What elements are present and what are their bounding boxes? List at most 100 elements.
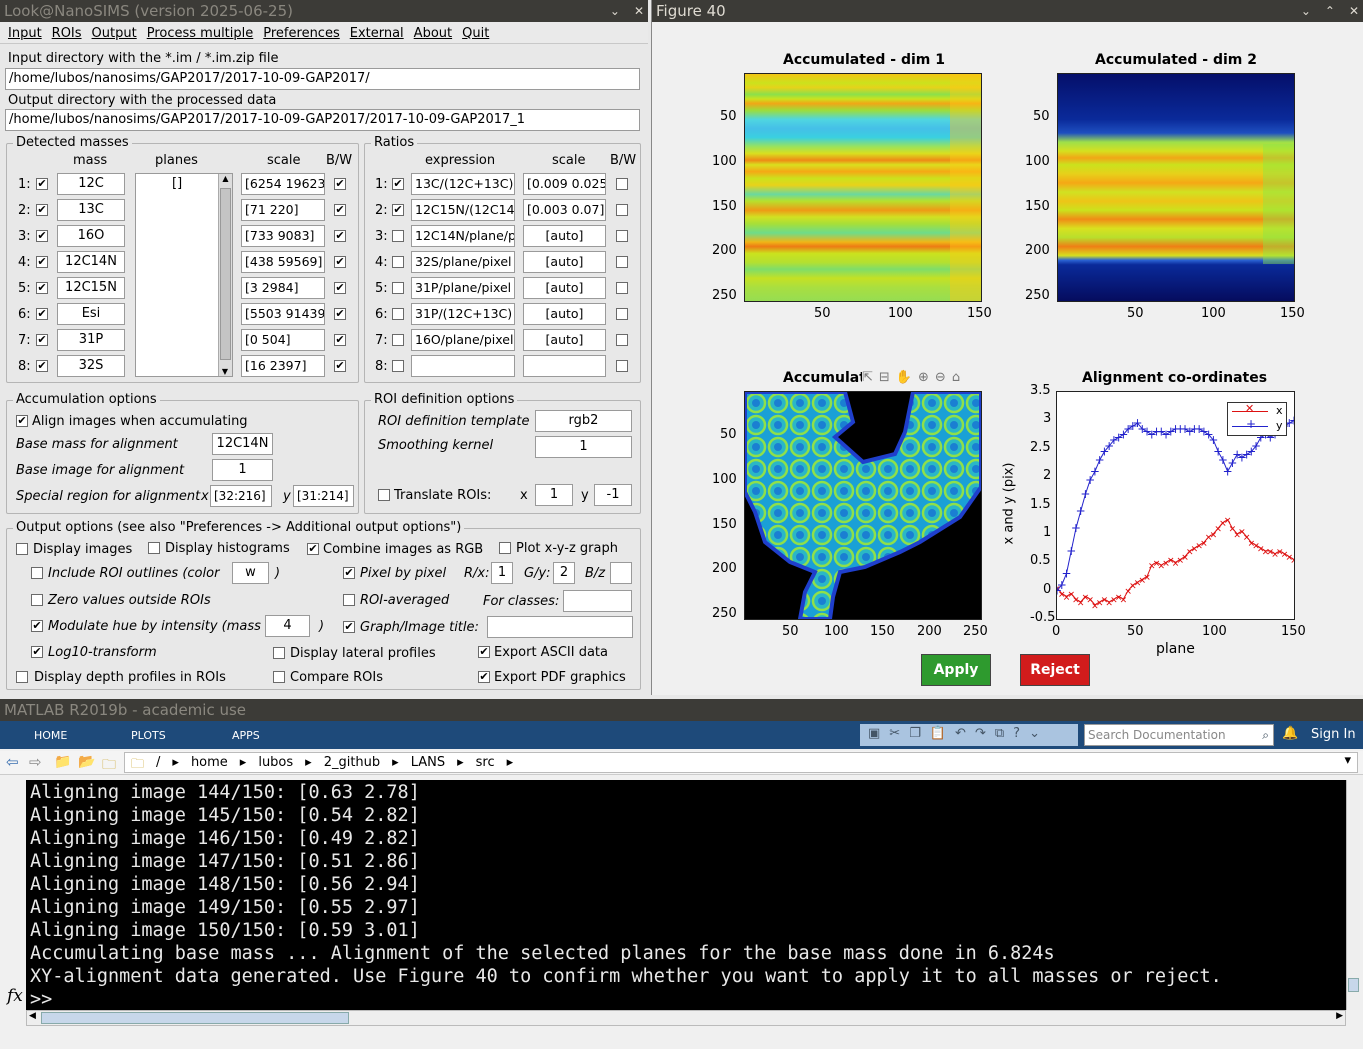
graph-title-field[interactable]	[487, 616, 633, 638]
lans-titlebar[interactable]: Look@NanoSIMS (version 2025-06-25) ⌄ ✕	[0, 0, 648, 22]
ratio-expression-field[interactable]: 31P/plane/pixel	[411, 277, 515, 299]
base-image-field[interactable]: 1	[212, 459, 273, 481]
redo-icon[interactable]: ↷	[974, 726, 986, 741]
help-icon[interactable]: ?	[1013, 726, 1021, 741]
rx-field[interactable]: 1	[491, 562, 513, 584]
mass-bw-checkbox[interactable]: ✔	[334, 177, 346, 190]
input-dir-field[interactable]: /home/lubos/nanosims/GAP2017/2017-10-09-…	[5, 68, 640, 90]
mass-bw-checkbox[interactable]: ✔	[334, 333, 346, 346]
display-histograms-checkbox[interactable]	[148, 542, 160, 554]
mass-field[interactable]: 13C	[57, 199, 125, 221]
mass-enable-checkbox[interactable]: ✔	[36, 255, 48, 268]
matlab-titlebar[interactable]: MATLAB R2019b - academic use	[0, 699, 1363, 721]
ratio-bw-checkbox[interactable]	[616, 282, 628, 294]
path-lubos[interactable]: lubos	[258, 755, 294, 770]
minimize-icon[interactable]: ⌄	[1300, 4, 1311, 18]
mass-field[interactable]: 16O	[57, 225, 125, 247]
ratio-expression-field[interactable]: 16O/plane/pixel	[411, 329, 515, 351]
include-roi-checkbox[interactable]	[31, 567, 43, 579]
paste-icon[interactable]: 📋	[929, 726, 947, 741]
special-x-field[interactable]: [32:216]	[210, 485, 272, 507]
special-y-field[interactable]: [31:214]	[293, 485, 354, 507]
hscroll-right-icon[interactable]: ▶	[1336, 1011, 1343, 1021]
ratio-expression-field[interactable]: 31P/(12C+13C)	[411, 303, 515, 325]
ratio-scale-field[interactable]: [auto]	[523, 225, 606, 247]
mass-scale-field[interactable]: [71 220]	[241, 199, 325, 221]
path-github[interactable]: 2_github	[323, 755, 381, 770]
home-icon[interactable]: ⌂	[951, 370, 961, 385]
combine-rgb-checkbox[interactable]: ✔	[307, 542, 319, 555]
dropdown-icon[interactable]: ⌄	[1029, 726, 1040, 741]
align-images-checkbox[interactable]: ✔	[16, 414, 28, 427]
translate-y-field[interactable]: -1	[594, 484, 632, 506]
console-hscroll[interactable]: ◀ ▶	[26, 1010, 1346, 1026]
pixel-by-pixel-checkbox[interactable]: ✔	[343, 566, 355, 579]
mass-enable-checkbox[interactable]: ✔	[36, 203, 48, 216]
ratio-scale-field[interactable]: [auto]	[523, 329, 606, 351]
cut-icon[interactable]: ✂	[889, 726, 901, 741]
console-hscroll-thumb[interactable]	[41, 1012, 349, 1024]
menu-input[interactable]: Input	[8, 26, 42, 41]
copy-icon[interactable]: ❐	[909, 726, 921, 741]
menu-external[interactable]: External	[349, 26, 404, 41]
mass-bw-checkbox[interactable]: ✔	[334, 281, 346, 294]
tab-home[interactable]: HOME	[34, 729, 68, 742]
path-dropdown-icon[interactable]: ▾	[1344, 753, 1351, 768]
mass-bw-checkbox[interactable]: ✔	[334, 255, 346, 268]
chart-axes[interactable]: ✕ ✕ ✕ ✕ ✕ ✕ ✕ ✕ ✕ ✕ ✕ ✕ ✕ ✕ ✕ ✕ ✕ ✕ ✕ ✕ ✕ ✕ ✕ ✕ ✕ ✕ ✕ ✕ ✕ ✕ ✕ ✕ ✕ ✕ ✕ ✕ ✕ ✕ ✕ ✕…	[1052, 391, 1299, 620]
path-src[interactable]: src	[475, 755, 495, 770]
tab-plots[interactable]: PLOTS	[131, 729, 166, 742]
base-mass-field[interactable]: 12C14N	[212, 433, 273, 455]
scroll-thumb[interactable]	[220, 188, 231, 360]
menu-rois[interactable]: ROIs	[51, 26, 82, 41]
export-icon[interactable]: ⇱	[862, 370, 873, 385]
console-vscroll[interactable]	[1346, 780, 1360, 1010]
mass-field[interactable]: 32S	[57, 355, 125, 377]
ratio-bw-checkbox[interactable]	[616, 334, 628, 346]
ratio-enable-checkbox[interactable]	[392, 230, 404, 242]
log10-checkbox[interactable]: ✔	[31, 645, 43, 658]
switch-windows-icon[interactable]: ⧉	[994, 726, 1005, 741]
mass-scale-field[interactable]: [0 504]	[241, 329, 325, 351]
plot-xyz-checkbox[interactable]	[499, 542, 511, 554]
ratio-enable-checkbox[interactable]	[392, 308, 404, 320]
save-icon[interactable]: ▣	[868, 726, 881, 741]
ratio-enable-checkbox[interactable]	[392, 256, 404, 268]
ratio-enable-checkbox[interactable]: ✔	[392, 177, 404, 190]
mass-field[interactable]: 12C15N	[57, 277, 125, 299]
ratio-bw-checkbox[interactable]	[616, 360, 628, 372]
menu-about[interactable]: About	[413, 26, 453, 41]
zoom-in-icon[interactable]: ⊕	[918, 370, 929, 385]
menu-process-multiple[interactable]: Process multiple	[146, 26, 254, 41]
ratio-bw-checkbox[interactable]	[616, 256, 628, 268]
reject-button[interactable]: Reject	[1020, 654, 1090, 686]
path-root[interactable]: /	[156, 755, 161, 770]
ratio-expression-field[interactable]: 32S/plane/pixel	[411, 251, 515, 273]
figure-titlebar[interactable]: Figure 40 ⌄ ⌃ ✕	[652, 0, 1363, 22]
datatip-icon[interactable]: ⊟	[878, 370, 890, 385]
roi-averaged-checkbox[interactable]	[343, 594, 355, 606]
menu-quit[interactable]: Quit	[462, 26, 490, 41]
close-icon[interactable]: ✕	[633, 4, 644, 18]
mass-scale-field[interactable]: [438 59569]	[241, 251, 325, 273]
ratio-bw-checkbox[interactable]	[616, 230, 628, 242]
output-dir-field[interactable]: /home/lubos/nanosims/GAP2017/2017-10-09-…	[5, 109, 640, 131]
fx-icon[interactable]: fx	[7, 986, 23, 1006]
menu-output[interactable]: Output	[91, 26, 137, 41]
close-icon[interactable]: ✕	[1348, 4, 1359, 18]
ratio-enable-checkbox[interactable]	[392, 360, 404, 372]
command-window[interactable]: Aligning image 144/150: [0.63 2.78] Align…	[26, 780, 1346, 1010]
display-images-checkbox[interactable]	[16, 543, 28, 555]
ratio-scale-field[interactable]	[523, 355, 606, 377]
ratio-expression-field[interactable]: 12C15N/(12C14	[411, 199, 515, 221]
ratio-enable-checkbox[interactable]	[392, 282, 404, 294]
mass-enable-checkbox[interactable]: ✔	[36, 307, 48, 320]
ratio-scale-field[interactable]: [0.009 0.025	[523, 173, 606, 195]
mass-field[interactable]: 31P	[57, 329, 125, 351]
gy-field[interactable]: 2	[553, 562, 575, 584]
path-field[interactable]: 🗀 / ▸ home ▸ lubos ▸ 2_github ▸ LANS ▸ src ▸ ▾	[124, 752, 1358, 773]
ratio-enable-checkbox[interactable]	[392, 334, 404, 346]
axes1-image[interactable]	[744, 73, 982, 302]
mass-scale-field[interactable]: [3 2984]	[241, 277, 325, 299]
notifications-icon[interactable]: 🔔	[1282, 726, 1299, 741]
